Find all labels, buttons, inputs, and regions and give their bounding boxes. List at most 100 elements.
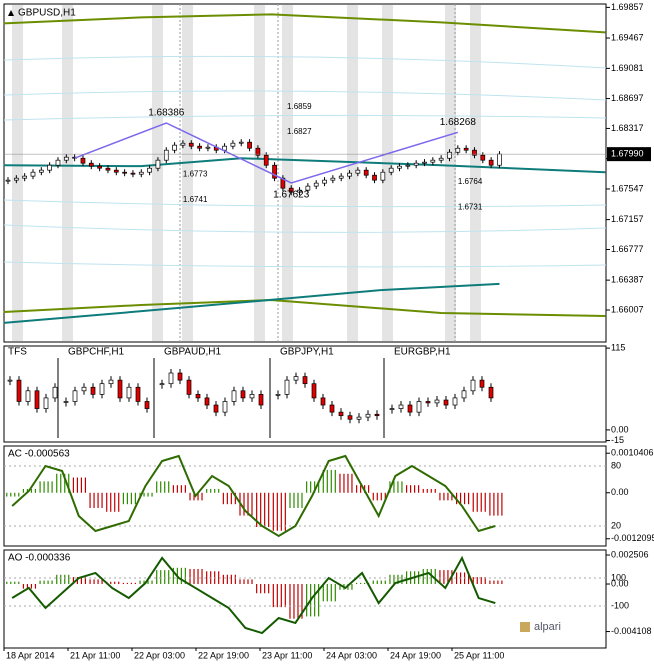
mini-candle — [25, 390, 31, 402]
candle — [63, 156, 69, 161]
session-stripe — [62, 5, 73, 341]
histogram-bar — [68, 574, 70, 585]
histogram-bar — [434, 568, 436, 585]
indicator-line — [11, 555, 496, 635]
histogram-bar — [122, 582, 124, 585]
histogram-bar — [143, 580, 145, 585]
mini-candle — [90, 386, 96, 395]
histogram-bar — [156, 481, 158, 493]
mini-candle — [356, 416, 362, 420]
histogram-bar — [301, 584, 303, 619]
histogram-bar — [306, 584, 308, 617]
title-icon — [8, 10, 14, 16]
histogram-bar — [356, 582, 358, 585]
histogram-bar — [226, 492, 228, 505]
histogram-bar — [26, 584, 29, 589]
x-tick-label: 24 Apr 19:00 — [390, 650, 441, 660]
mini-candle — [249, 394, 255, 399]
histogram-bar — [451, 492, 453, 501]
histogram-bar — [43, 580, 45, 585]
histogram-bar — [489, 492, 491, 516]
zigzag-line — [74, 122, 459, 184]
mini-candle — [284, 379, 290, 395]
histogram-bar — [389, 574, 391, 585]
mini-candle — [258, 394, 264, 406]
level-label: 1.6731 — [458, 203, 483, 212]
mini-candle — [302, 376, 308, 385]
histogram-bar — [397, 574, 399, 585]
candle — [172, 144, 177, 151]
histogram-bar — [39, 580, 41, 585]
mini-candle — [374, 413, 380, 417]
candle — [413, 162, 419, 166]
histogram-bar — [130, 582, 132, 585]
histogram-bar — [251, 579, 253, 585]
y-tick-label: 115 — [611, 343, 625, 353]
histogram-bar — [210, 488, 212, 493]
candle — [247, 141, 252, 149]
mini-candle — [186, 379, 192, 395]
histogram-bar — [30, 584, 33, 589]
panel-title: AC -0.000563 — [8, 449, 70, 460]
candle — [263, 154, 269, 166]
candle — [22, 175, 28, 179]
histogram-bar — [484, 577, 486, 585]
histogram-bar — [497, 580, 499, 585]
histogram-bar — [480, 577, 482, 585]
mini-candle — [168, 372, 174, 385]
histogram-bar — [189, 568, 191, 585]
histogram-bar — [72, 477, 75, 493]
session-stripe — [347, 5, 358, 341]
envelope-line — [3, 199, 607, 208]
y-tick-label: 1.66007 — [611, 304, 644, 314]
histogram-bar — [393, 574, 395, 585]
histogram-bar — [463, 492, 466, 505]
candle — [313, 182, 319, 187]
histogram-bar — [256, 584, 258, 594]
histogram-bar — [168, 481, 170, 493]
histogram-bar — [6, 581, 8, 585]
mini-candle — [365, 413, 371, 418]
zigzag-label: 1.68268 — [440, 117, 477, 128]
mini-candle — [117, 379, 123, 399]
histogram-bar — [289, 584, 291, 619]
mini-candle — [479, 379, 485, 388]
histogram-bar — [134, 582, 136, 585]
mini-candle — [293, 376, 299, 381]
histogram-bar — [201, 492, 203, 501]
histogram-bar — [314, 584, 316, 617]
histogram-bar — [422, 488, 424, 493]
histogram-bar — [364, 582, 366, 585]
histogram-bar — [6, 492, 8, 497]
histogram-bar — [406, 571, 408, 585]
histogram-bar — [51, 580, 53, 585]
histogram-bar — [351, 473, 353, 493]
x-tick-label: 23 Apr 11:00 — [262, 650, 312, 660]
y-tick-label: 1.69081 — [611, 63, 644, 73]
candle — [347, 172, 352, 177]
candle — [205, 146, 211, 149]
histogram-bar — [80, 577, 83, 585]
y-tick-label: 0.002506 — [611, 549, 649, 559]
histogram-bar — [351, 584, 353, 590]
group-name: GBPAUD,H1 — [164, 347, 221, 358]
histogram-bar — [176, 485, 178, 493]
histogram-bar — [10, 492, 12, 497]
candle — [138, 171, 144, 175]
histogram-bar — [193, 568, 195, 585]
histogram-bar — [360, 485, 362, 493]
mini-candle — [108, 379, 114, 385]
y-tick-label: 0.00 — [611, 578, 629, 588]
histogram-bar — [172, 567, 174, 585]
y-tick-label: 0.00 — [611, 487, 629, 497]
mini-candle — [177, 372, 183, 381]
x-tick-label: 21 Apr 11:00 — [70, 650, 120, 660]
histogram-bar — [218, 571, 220, 585]
mini-candle — [416, 401, 422, 413]
histogram-bar — [151, 580, 153, 585]
histogram-bar — [34, 584, 37, 589]
histogram-bar — [401, 481, 403, 493]
histogram-bar — [197, 492, 199, 501]
candle — [163, 149, 169, 161]
histogram-bar — [480, 492, 482, 512]
